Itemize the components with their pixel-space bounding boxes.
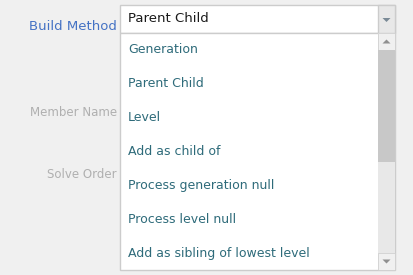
Text: Parent Child: Parent Child — [128, 77, 204, 90]
Bar — [378, 253, 395, 270]
Text: Member Name: Member Name — [30, 106, 117, 119]
Bar — [120, 33, 395, 270]
Text: Generation: Generation — [128, 43, 198, 56]
Bar — [378, 5, 395, 33]
Bar — [378, 33, 395, 270]
Bar — [120, 5, 395, 33]
Polygon shape — [382, 260, 391, 263]
Polygon shape — [382, 40, 391, 43]
Text: Add as sibling of lowest level: Add as sibling of lowest level — [128, 247, 310, 260]
Text: Level: Level — [128, 111, 161, 124]
Text: Add as child of: Add as child of — [128, 145, 221, 158]
Text: Process level null: Process level null — [128, 213, 236, 226]
Bar — [378, 50, 395, 162]
Text: Build Method: Build Method — [29, 20, 117, 32]
Text: Parent Child: Parent Child — [128, 12, 209, 26]
Text: Solve Order: Solve Order — [47, 167, 117, 180]
Bar — [378, 33, 395, 50]
Polygon shape — [382, 18, 391, 22]
Text: Process generation null: Process generation null — [128, 179, 274, 192]
